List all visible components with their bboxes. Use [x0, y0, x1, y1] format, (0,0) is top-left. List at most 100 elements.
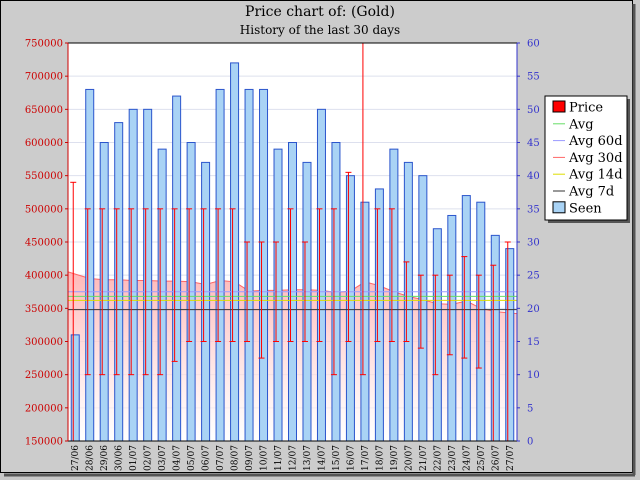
right-tick-label: 60 — [527, 39, 540, 50]
seen-bar — [418, 175, 428, 442]
left-tick-label: 500000 — [25, 204, 63, 215]
left-tick-label: 350000 — [25, 304, 63, 315]
seen-bar — [128, 108, 138, 442]
x-tick-label: 21/07 — [419, 445, 429, 471]
seen-bar — [85, 88, 95, 442]
left-tick-label: 400000 — [25, 271, 63, 282]
left-tick-label: 250000 — [25, 370, 63, 381]
seen-bar — [374, 188, 384, 442]
right-tick-label: 25 — [527, 271, 540, 282]
price-range-markers — [70, 42, 511, 442]
seen-bar — [432, 228, 442, 442]
left-tick-label: 300000 — [25, 337, 63, 348]
legend-swatch — [552, 201, 566, 214]
seen-bar — [259, 88, 269, 442]
seen-bar — [403, 161, 413, 442]
x-tick-label: 30/06 — [115, 445, 125, 471]
seen-bar — [447, 214, 457, 442]
right-tick-label: 0 — [527, 437, 533, 448]
x-tick-label: 19/07 — [390, 445, 400, 471]
seen-bar — [389, 148, 399, 442]
x-tick-label: 24/07 — [462, 445, 472, 471]
right-tick-label: 55 — [527, 72, 540, 83]
seen-bar — [215, 88, 225, 442]
chart-title: Price chart of: (Gold) — [245, 4, 395, 20]
seen-bar — [70, 334, 80, 442]
legend-label: Avg — [568, 117, 594, 132]
right-tick-label: 50 — [527, 105, 540, 116]
legend-label: Avg 60d — [568, 134, 623, 149]
seen-bar — [476, 201, 486, 442]
seen-bar — [273, 148, 283, 442]
average-lines — [68, 291, 517, 311]
seen-bar — [143, 108, 153, 442]
seen-bar — [157, 148, 167, 442]
legend-label: Avg 30d — [568, 151, 623, 166]
seen-bar — [201, 161, 211, 442]
x-tick-label: 01/07 — [129, 445, 139, 471]
x-tick-label: 27/07 — [506, 445, 516, 471]
seen-bar — [230, 62, 240, 442]
left-tick-label: 700000 — [25, 72, 63, 83]
x-tick-label: 04/07 — [173, 445, 183, 471]
x-tick-label: 26/07 — [491, 445, 501, 471]
x-tick-label: 09/07 — [245, 445, 255, 471]
seen-bar — [114, 122, 124, 442]
right-axis: 0 5 10 15 20 25 30 35 40 45 50 55 60 — [516, 39, 540, 448]
seen-bar — [345, 175, 355, 442]
x-tick-label: 17/07 — [361, 445, 371, 471]
x-tick-label: 18/07 — [375, 445, 385, 471]
seen-bar — [360, 201, 370, 442]
x-tick-label: 06/07 — [202, 445, 212, 471]
left-tick-label: 750000 — [25, 39, 63, 50]
x-tick-label: 29/06 — [100, 445, 110, 471]
seen-bar — [302, 161, 312, 442]
x-tick-label: 13/07 — [303, 445, 313, 471]
legend-label: Price — [569, 101, 603, 116]
x-tick-label: 12/07 — [289, 445, 299, 471]
right-tick-label: 15 — [527, 337, 540, 348]
seen-bar — [316, 108, 326, 442]
legend-label: Avg 14d — [568, 168, 623, 183]
x-tick-label: 11/07 — [274, 445, 284, 471]
x-tick-label: 10/07 — [260, 445, 270, 471]
left-tick-label: 200000 — [25, 403, 63, 414]
left-tick-label: 150000 — [25, 437, 63, 448]
x-tick-label: 08/07 — [231, 445, 241, 471]
seen-bar — [244, 88, 254, 442]
legend-label: Avg 7d — [568, 185, 614, 200]
x-tick-label: 07/07 — [216, 445, 226, 471]
legend-label: Seen — [569, 201, 602, 216]
right-tick-label: 5 — [527, 403, 533, 414]
right-tick-label: 30 — [527, 238, 540, 249]
chart-subtitle: History of the last 30 days — [240, 23, 400, 37]
x-tick-label: 15/07 — [332, 445, 342, 471]
x-tick-label: 25/07 — [477, 445, 487, 471]
x-tick-label: 20/07 — [404, 445, 414, 471]
right-tick-label: 20 — [527, 304, 540, 315]
x-tick-label: 22/07 — [433, 445, 443, 471]
x-tick-label: 16/07 — [346, 445, 356, 471]
left-axis: 150000 200000 250000 300000 350000 400000 4500… — [25, 39, 69, 448]
left-tick-label: 450000 — [25, 238, 63, 249]
x-tick-label: 02/07 — [144, 445, 154, 471]
seen-bar — [490, 234, 500, 442]
right-tick-label: 35 — [527, 204, 540, 215]
right-tick-label: 45 — [527, 138, 540, 149]
legend-swatch — [552, 100, 566, 113]
x-tick-label: 23/07 — [448, 445, 458, 471]
x-tick-label: 05/07 — [187, 445, 197, 471]
seen-bar — [172, 95, 182, 442]
right-tick-label: 40 — [527, 171, 540, 182]
x-tick-label: 27/06 — [71, 445, 81, 471]
left-tick-label: 550000 — [25, 171, 63, 182]
left-tick-label: 650000 — [25, 105, 63, 116]
seen-bar — [461, 195, 471, 442]
x-tick-label: 14/07 — [317, 445, 327, 471]
x-tick-label: 28/06 — [86, 445, 96, 471]
x-axis: 27/06 28/06 29/06 30/06 01/07 02/07 03/07 04/07… — [71, 445, 516, 471]
right-tick-label: 10 — [527, 370, 540, 381]
